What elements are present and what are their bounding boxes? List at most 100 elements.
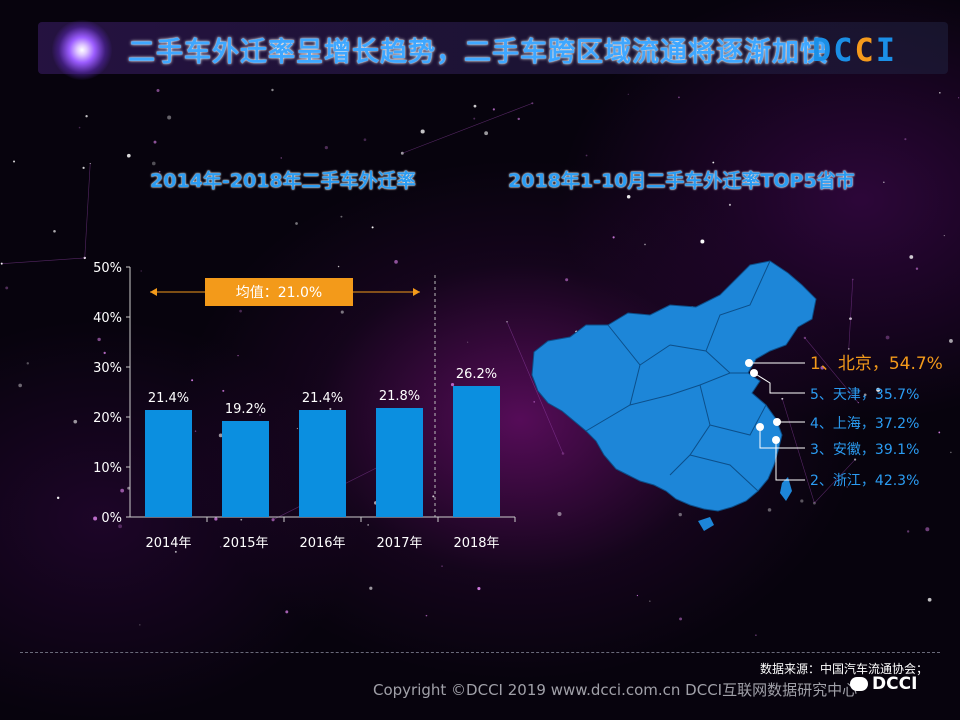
title-bar (38, 22, 948, 74)
star-dot (99, 311, 102, 314)
star-dot (557, 511, 562, 517)
bar (376, 408, 423, 517)
star-dot (337, 265, 340, 268)
bar (145, 410, 192, 517)
map-label-zhejiang: 2、浙江，42.3% (810, 473, 919, 489)
map-label-anhui: 3、安徽，39.1% (810, 442, 919, 458)
star-dot (950, 451, 952, 454)
x-tick-label: 2015年 (222, 536, 268, 551)
y-tick-label: 0% (101, 511, 122, 526)
star-dot (533, 401, 535, 403)
wechat-icon (850, 677, 868, 691)
copyright: Copyright ©DCCI 2019 www.dcci.com.cn DCC… (373, 681, 858, 699)
star-dot (158, 170, 161, 173)
star-dot (363, 138, 367, 142)
star-dot (949, 339, 953, 343)
star-dot (295, 222, 298, 225)
data-source: 数据来源：中国汽车流通协会； (760, 662, 929, 676)
star-link (782, 398, 815, 504)
x-tick-label: 2018年 (453, 536, 499, 551)
star-dot (5, 286, 9, 290)
star-dot (420, 129, 425, 134)
bar-value-label: 21.8% (379, 389, 420, 404)
mean-label: 均值：21.0% (236, 285, 322, 301)
star-dot (927, 597, 932, 602)
star-dot (214, 517, 218, 521)
wechat-badge: DCCI (850, 674, 917, 694)
star-dot (259, 414, 261, 416)
star-dot (876, 387, 881, 392)
star-dot (280, 157, 282, 159)
star-link (848, 279, 854, 349)
star-dot (473, 104, 477, 108)
star-dot (218, 433, 223, 438)
star-dot (156, 88, 160, 92)
star-dot (340, 310, 344, 314)
star-dot (239, 309, 242, 313)
star-dot (904, 138, 907, 141)
star-dot (118, 524, 123, 529)
star-dot (120, 488, 125, 493)
mean-arrow-head-left (150, 288, 157, 296)
star-dot (279, 175, 281, 177)
bar (299, 410, 346, 517)
star-dot (362, 170, 365, 173)
star-dot (767, 508, 772, 512)
star-dot (369, 586, 373, 590)
star-dot (938, 431, 941, 434)
shanghai-marker (773, 418, 781, 426)
star-dot (167, 115, 172, 120)
y-tick-label: 30% (93, 361, 122, 376)
tianjin-leader-line (753, 372, 805, 394)
province-borders (585, 260, 771, 492)
star-dot (140, 270, 142, 272)
dcci-logo: DCCI (812, 31, 898, 69)
star-dot (612, 236, 615, 239)
star-dot (324, 146, 328, 150)
star-dot (237, 355, 239, 357)
beijing-marker (745, 359, 753, 367)
star-dot (85, 115, 88, 118)
star-dot (626, 195, 631, 199)
map-label-tianjin: 5、天津，35.7% (810, 387, 919, 403)
star-dot (271, 88, 274, 92)
star-dot (425, 614, 428, 617)
star-dot (296, 427, 299, 430)
star-dot (191, 379, 194, 382)
star-dot (329, 407, 332, 410)
star-dot (883, 181, 885, 184)
star-dot (644, 243, 646, 246)
star-dot (13, 160, 16, 163)
star-dot (636, 594, 639, 597)
star-dot (151, 161, 156, 166)
star-dot (846, 486, 848, 488)
star-dot (863, 393, 867, 397)
star-dot (755, 634, 757, 636)
anhui-marker (756, 423, 764, 431)
star-dot (627, 93, 629, 95)
zhejiang-marker (772, 436, 780, 444)
star-dot (340, 215, 343, 218)
star-dot (18, 383, 22, 388)
star-dot (26, 362, 30, 365)
star-dot (394, 260, 398, 264)
star-dot (432, 495, 435, 498)
star-link (506, 321, 564, 454)
star-dot (378, 545, 381, 548)
star-dot (153, 140, 157, 144)
star-dot (103, 351, 106, 355)
star-dot (222, 389, 225, 392)
bar (222, 421, 269, 517)
star-link (84, 163, 91, 258)
star-dot (139, 624, 141, 626)
y-tick-label: 50% (93, 261, 122, 276)
china-map: 1、北京，54.7% 5、天津，35.7% 4、上海，37.2% 3、安徽，39… (531, 260, 943, 531)
page-title: 二手车外迁率呈增长趋势，二手车跨区域流通将逐渐加快 (128, 37, 828, 68)
star-link (402, 102, 533, 154)
star-dot (943, 234, 945, 237)
star-dot (909, 255, 914, 259)
star-dot (678, 512, 682, 517)
hainan-shape (698, 517, 714, 531)
star-dot (367, 524, 369, 526)
y-tick-label: 10% (93, 461, 122, 476)
